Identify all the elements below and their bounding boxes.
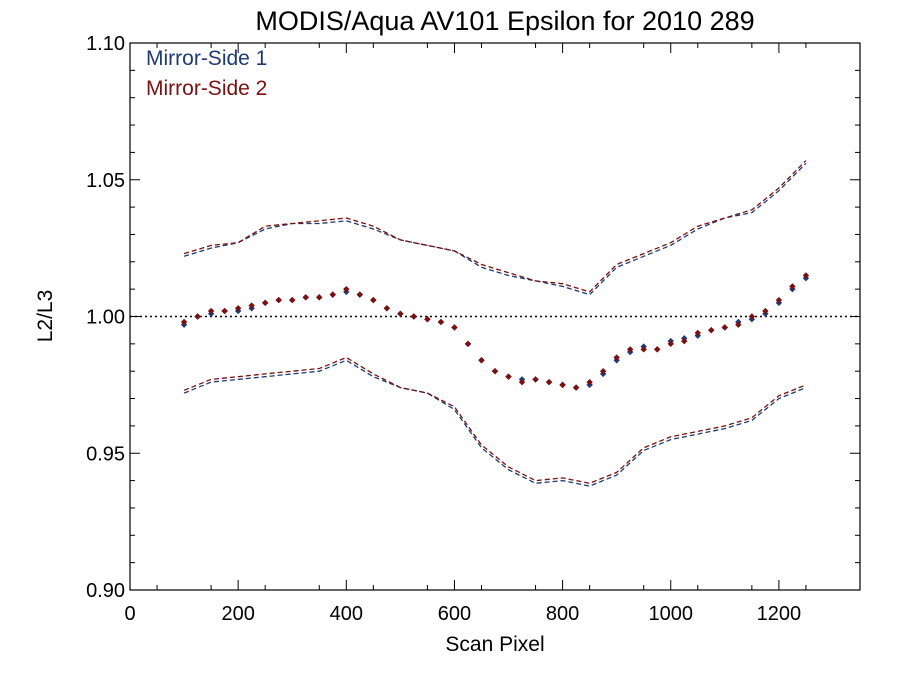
series-2-point — [802, 272, 810, 279]
series-2-point — [464, 340, 472, 348]
series-2-point — [613, 354, 620, 361]
series-2-point — [491, 368, 499, 375]
series-2-point — [694, 329, 701, 337]
series-2-point — [275, 296, 282, 304]
y-tick-label: 1.05 — [86, 170, 125, 192]
x-tick-label: 600 — [438, 603, 471, 625]
series-2-point — [735, 321, 742, 328]
series-2-point — [721, 324, 729, 331]
series-2-point — [383, 305, 391, 312]
series-2-point — [667, 340, 674, 348]
x-tick-label: 200 — [221, 603, 254, 625]
series-2-point — [343, 285, 350, 293]
x-axis-label: Scan Pixel — [445, 633, 544, 656]
series-2-point — [370, 296, 377, 304]
series-2-point — [180, 318, 188, 326]
series-2-point — [532, 376, 539, 383]
series-2-point — [789, 283, 796, 290]
series-2-point — [640, 346, 647, 353]
series-2-point — [356, 291, 364, 298]
series-2-lower-dashed-line — [183, 356, 807, 484]
series-2-point — [478, 357, 485, 364]
series-2-point — [586, 378, 593, 386]
series-2-point — [234, 305, 242, 312]
series-2-point — [424, 316, 431, 323]
x-tick-label: 1200 — [757, 603, 802, 625]
x-tick-label: 1000 — [648, 603, 693, 625]
y-tick-label: 0.90 — [86, 580, 125, 602]
chart-title: MODIS/Aqua AV101 Epsilon for 2010 289 — [255, 6, 754, 36]
series-2-point — [261, 299, 269, 307]
series-2-point — [397, 310, 404, 317]
x-tick-label: 0 — [124, 603, 135, 625]
series-2-point — [437, 318, 445, 326]
series-2-point — [681, 337, 688, 345]
series-2-point — [289, 296, 296, 304]
series-2-point — [599, 368, 607, 375]
series-2-point — [559, 381, 566, 389]
series-2-point — [207, 307, 215, 315]
series-2-point — [775, 296, 783, 304]
series-2-point — [505, 373, 512, 380]
series-2-point — [518, 378, 526, 386]
y-axis-label: L2/L3 — [34, 290, 57, 343]
y-tick-label: 1.00 — [86, 307, 125, 329]
series-2-point — [302, 294, 309, 301]
series-2-point — [316, 294, 323, 301]
x-tick-label: 400 — [330, 603, 363, 625]
series-2-point — [248, 302, 255, 309]
x-tick-label: 800 — [546, 603, 579, 625]
legend-item-side1: Mirror-Side 1 — [146, 47, 267, 70]
series-2-points — [180, 272, 810, 391]
series-2-point — [748, 313, 756, 320]
series-1-lower-dashed-line — [183, 359, 807, 487]
legend-item-side2: Mirror-Side 2 — [146, 77, 267, 100]
y-tick-label: 0.95 — [86, 443, 125, 465]
series-2-point — [762, 307, 769, 315]
y-tick-label: 1.10 — [86, 33, 125, 55]
series-2-point — [451, 324, 458, 331]
series-2-point — [654, 346, 661, 353]
series-2-point — [572, 384, 580, 391]
series-2-point — [410, 313, 418, 320]
series-2-point — [194, 313, 201, 320]
series-2-point — [329, 291, 336, 298]
series-2-point — [545, 378, 553, 386]
series-2-point — [708, 326, 715, 334]
series-2-point — [626, 346, 634, 353]
series-2-point — [221, 307, 228, 315]
